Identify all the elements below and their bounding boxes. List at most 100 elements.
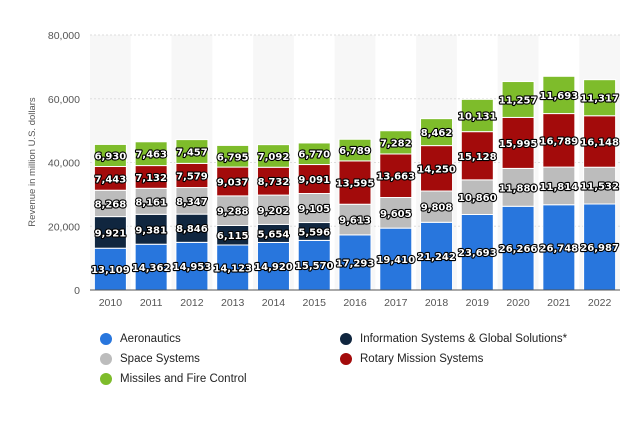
bar-segment <box>460 98 494 133</box>
data-label: 8,161 <box>135 197 167 208</box>
data-label: 8,268 <box>95 199 127 210</box>
bar-segment <box>297 142 331 166</box>
bar-segment <box>175 162 209 189</box>
bar-segment <box>93 189 127 218</box>
bar-segment <box>134 243 168 291</box>
legend-marker <box>100 353 112 365</box>
data-label: 16,789 <box>540 136 579 147</box>
data-label: 11,814 <box>540 182 579 193</box>
bar-segment <box>216 166 250 197</box>
data-label: 9,037 <box>217 177 249 188</box>
legend-item-information-systems[interactable]: Information Systems & Global Solutions* <box>340 333 567 345</box>
data-label: 11,880 <box>499 183 538 194</box>
data-label: 5,654 <box>258 229 290 240</box>
data-label: 8,846 <box>176 224 208 235</box>
bar-segment <box>93 216 127 249</box>
data-label: 9,105 <box>298 204 330 215</box>
legend-marker <box>340 353 352 365</box>
data-label: 7,132 <box>135 173 167 184</box>
bar-segment <box>216 195 250 226</box>
bar-segment <box>256 241 290 291</box>
bar-segment <box>501 81 535 118</box>
data-label: 21,242 <box>417 252 456 263</box>
legend-label: Rotary Mission Systems <box>360 353 484 365</box>
bar-segment <box>216 144 250 168</box>
x-tick-label: 2014 <box>262 297 286 309</box>
data-label: 13,595 <box>336 179 375 190</box>
bar-segment <box>379 153 413 199</box>
x-tick-label: 2016 <box>343 297 367 309</box>
y-tick-label: 20,000 <box>48 221 80 233</box>
data-label: 14,250 <box>417 164 456 175</box>
legend-item-space-systems[interactable]: Space Systems <box>100 353 200 365</box>
data-label: 7,457 <box>176 147 208 158</box>
bar-segment <box>93 143 127 168</box>
bar-segment <box>297 239 331 291</box>
legend-marker <box>100 373 112 385</box>
data-label: 9,605 <box>380 209 412 220</box>
bar-segment <box>175 139 209 164</box>
data-label: 11,317 <box>580 94 619 105</box>
x-tick-label: 2015 <box>303 297 327 309</box>
x-tick-label: 2019 <box>466 297 490 309</box>
bar-segment <box>379 130 413 155</box>
bar-segment <box>256 166 290 196</box>
bar-segment <box>175 241 209 291</box>
x-tick-label: 2021 <box>547 297 571 309</box>
legend-item-aeronautics[interactable]: Aeronautics <box>100 333 181 345</box>
stacked-bar-chart: 0 20,000 40,000 60,000 80,000 Revenue in mill… <box>27 30 620 309</box>
data-label: 15,995 <box>499 139 538 150</box>
data-label: 8,347 <box>176 197 208 208</box>
bar-segment <box>542 75 576 115</box>
data-label: 11,693 <box>540 91 579 102</box>
data-label: 16,148 <box>580 137 619 148</box>
bar-segment <box>420 221 454 291</box>
data-label: 7,443 <box>95 174 127 185</box>
data-label: 15,570 <box>295 261 334 272</box>
x-tick-label: 2013 <box>221 297 245 309</box>
x-tick-label: 2011 <box>140 297 163 309</box>
data-label: 6,930 <box>95 151 127 162</box>
data-label: 19,410 <box>376 255 415 266</box>
data-label: 26,987 <box>580 243 619 254</box>
bar-segment <box>501 205 535 291</box>
bar-segment <box>460 179 494 215</box>
legend-item-missiles-fire-control[interactable]: Missiles and Fire Control <box>100 373 247 385</box>
data-label: 5,596 <box>298 227 330 238</box>
data-label: 9,091 <box>298 175 330 186</box>
bar-segment <box>501 167 535 207</box>
legend-label: Aeronautics <box>120 333 181 345</box>
bar-segment <box>175 187 209 215</box>
data-label: 10,860 <box>458 193 497 204</box>
bar-segment <box>338 234 372 291</box>
legend-item-rotary-mission-systems[interactable]: Rotary Mission Systems <box>340 353 483 365</box>
x-tick-label: 2018 <box>425 297 449 309</box>
data-label: 14,920 <box>254 262 293 273</box>
data-label: 15,128 <box>458 152 497 163</box>
bar-segment <box>379 227 413 291</box>
bar-segment <box>256 144 290 168</box>
data-label: 11,257 <box>499 95 538 106</box>
x-tick-label: 2012 <box>180 297 204 309</box>
data-label: 7,282 <box>380 138 412 149</box>
x-tick-label: 2022 <box>588 297 612 309</box>
bar-segment <box>338 138 372 162</box>
y-tick-label: 60,000 <box>48 94 80 106</box>
x-tick-label: 2020 <box>506 297 530 309</box>
bar-segment <box>338 160 372 205</box>
legend-label: Space Systems <box>120 353 200 365</box>
bar-segment <box>420 145 454 192</box>
bar-segment <box>583 115 617 168</box>
data-label: 6,795 <box>217 152 249 163</box>
bar-segment <box>542 113 576 168</box>
data-label: 9,613 <box>339 216 371 227</box>
y-tick-label: 0 <box>74 285 80 297</box>
bar-segment <box>134 187 168 215</box>
data-label: 7,092 <box>258 152 290 163</box>
data-label: 8,732 <box>258 177 290 188</box>
data-label: 9,288 <box>217 207 249 218</box>
data-label: 9,202 <box>258 206 290 217</box>
data-label: 26,748 <box>540 243 579 254</box>
y-tick-label: 40,000 <box>48 158 80 170</box>
data-label: 9,921 <box>95 228 127 239</box>
